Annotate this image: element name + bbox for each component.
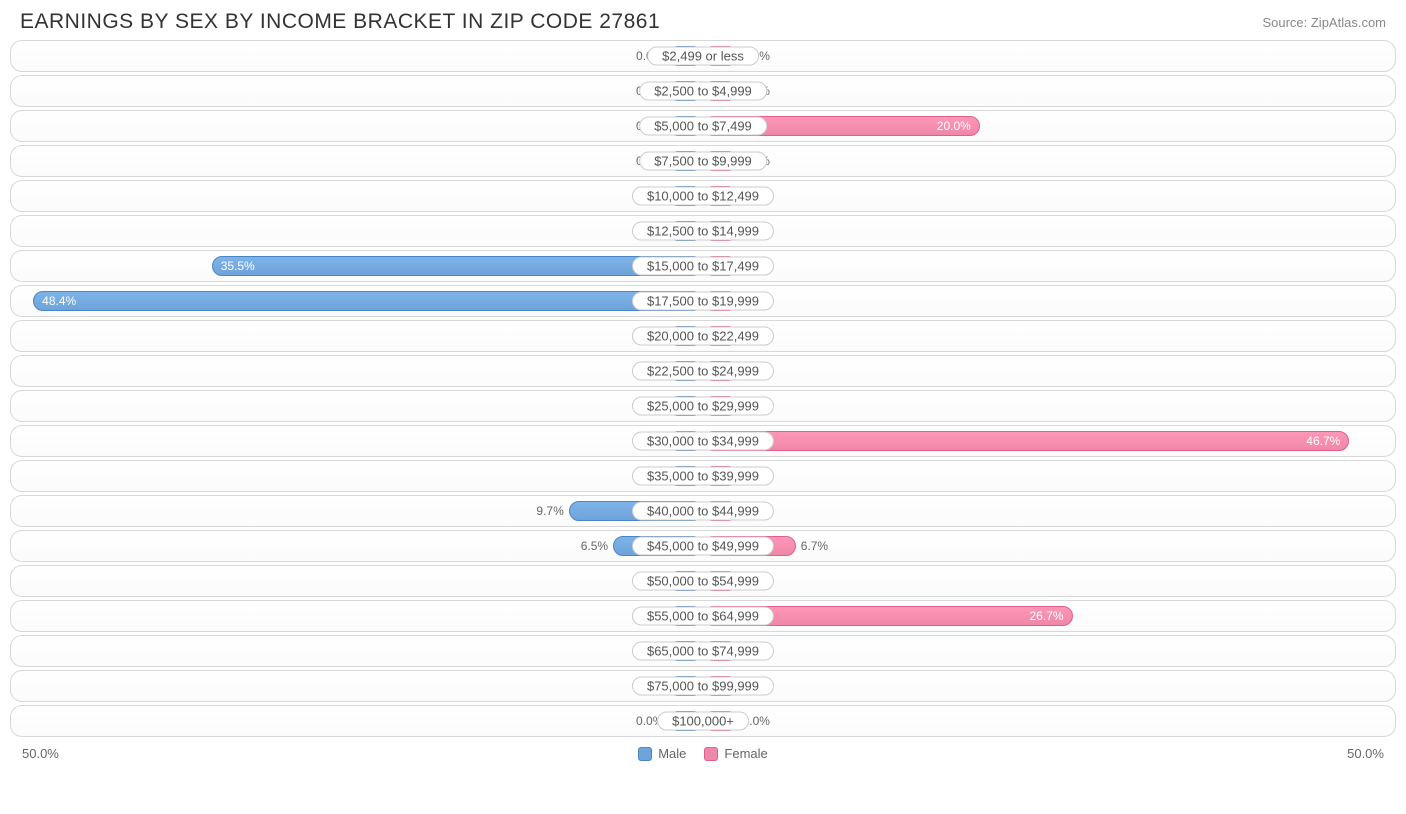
bracket-label: $7,500 to $9,999 xyxy=(639,152,767,171)
bracket-label: $50,000 to $54,999 xyxy=(632,572,774,591)
bracket-label: $20,000 to $22,499 xyxy=(632,327,774,346)
bracket-label: $12,500 to $14,999 xyxy=(632,222,774,241)
axis-left-label: 50.0% xyxy=(22,746,59,761)
female-value: 46.7% xyxy=(1298,434,1348,448)
bracket-label: $40,000 to $44,999 xyxy=(632,502,774,521)
male-bar: 48.4% xyxy=(33,291,703,311)
chart-row: 0.0%0.0%$65,000 to $74,999 xyxy=(10,635,1396,667)
bracket-label: $65,000 to $74,999 xyxy=(632,642,774,661)
bracket-label: $2,500 to $4,999 xyxy=(639,82,767,101)
female-swatch xyxy=(704,747,718,761)
bracket-label: $22,500 to $24,999 xyxy=(632,362,774,381)
bracket-label: $30,000 to $34,999 xyxy=(632,432,774,451)
male-value: 9.7% xyxy=(536,504,569,518)
chart-row: 0.0%0.0%$75,000 to $99,999 xyxy=(10,670,1396,702)
legend-male: Male xyxy=(638,746,686,761)
chart-row: 0.0%0.0%$7,500 to $9,999 xyxy=(10,145,1396,177)
bracket-label: $15,000 to $17,499 xyxy=(632,257,774,276)
bracket-label: $2,499 or less xyxy=(647,47,759,66)
chart-row: 0.0%20.0%$5,000 to $7,499 xyxy=(10,110,1396,142)
legend: Male Female xyxy=(638,746,768,761)
male-value: 6.5% xyxy=(581,539,614,553)
chart-row: 0.0%0.0%$2,500 to $4,999 xyxy=(10,75,1396,107)
chart-source: Source: ZipAtlas.com xyxy=(1262,15,1386,30)
bracket-label: $35,000 to $39,999 xyxy=(632,467,774,486)
chart-row: 0.0%0.0%$10,000 to $12,499 xyxy=(10,180,1396,212)
bracket-label: $25,000 to $29,999 xyxy=(632,397,774,416)
chart-row: 0.0%0.0%$25,000 to $29,999 xyxy=(10,390,1396,422)
male-swatch xyxy=(638,747,652,761)
chart-row: 0.0%0.0%$35,000 to $39,999 xyxy=(10,460,1396,492)
legend-male-label: Male xyxy=(658,746,686,761)
bracket-label: $10,000 to $12,499 xyxy=(632,187,774,206)
bracket-label: $45,000 to $49,999 xyxy=(632,537,774,556)
female-bar: 46.7% xyxy=(703,431,1349,451)
bracket-label: $5,000 to $7,499 xyxy=(639,117,767,136)
chart-title: EARNINGS BY SEX BY INCOME BRACKET IN ZIP… xyxy=(20,10,660,34)
female-value: 20.0% xyxy=(929,119,979,133)
axis-right-label: 50.0% xyxy=(1347,746,1384,761)
bracket-label: $75,000 to $99,999 xyxy=(632,677,774,696)
chart-row: 6.5% 6.7% $45,000 to $49,999 xyxy=(10,530,1396,562)
chart-row: 0.0%0.0%$12,500 to $14,999 xyxy=(10,215,1396,247)
legend-female: Female xyxy=(704,746,767,761)
chart-row: 0.0%0.0%$2,499 or less xyxy=(10,40,1396,72)
bracket-label: $100,000+ xyxy=(657,712,749,731)
chart-row: 48.4%0.0%$17,500 to $19,999 xyxy=(10,285,1396,317)
chart-row: 0.0%0.0%$100,000+ xyxy=(10,705,1396,737)
bracket-label: $17,500 to $19,999 xyxy=(632,292,774,311)
chart-row: 0.0%0.0%$20,000 to $22,499 xyxy=(10,320,1396,352)
chart-row: 0.0%0.0%$50,000 to $54,999 xyxy=(10,565,1396,597)
female-value: 26.7% xyxy=(1021,609,1071,623)
chart-body: 0.0%0.0%$2,499 or less0.0%0.0%$2,500 to … xyxy=(0,40,1406,737)
chart-row: 35.5%0.0%$15,000 to $17,499 xyxy=(10,250,1396,282)
bracket-label: $55,000 to $64,999 xyxy=(632,607,774,626)
female-value: 6.7% xyxy=(795,539,828,553)
chart-row: 0.0%26.7%$55,000 to $64,999 xyxy=(10,600,1396,632)
chart-row: 9.7%0.0%$40,000 to $44,999 xyxy=(10,495,1396,527)
male-value: 48.4% xyxy=(34,294,84,308)
legend-female-label: Female xyxy=(724,746,767,761)
chart-header: EARNINGS BY SEX BY INCOME BRACKET IN ZIP… xyxy=(0,0,1406,40)
chart-footer: 50.0% Male Female 50.0% xyxy=(0,740,1406,761)
chart-row: 0.0%46.7%$30,000 to $34,999 xyxy=(10,425,1396,457)
male-value: 35.5% xyxy=(213,259,263,273)
chart-row: 0.0%0.0%$22,500 to $24,999 xyxy=(10,355,1396,387)
male-bar: 35.5% xyxy=(212,256,703,276)
